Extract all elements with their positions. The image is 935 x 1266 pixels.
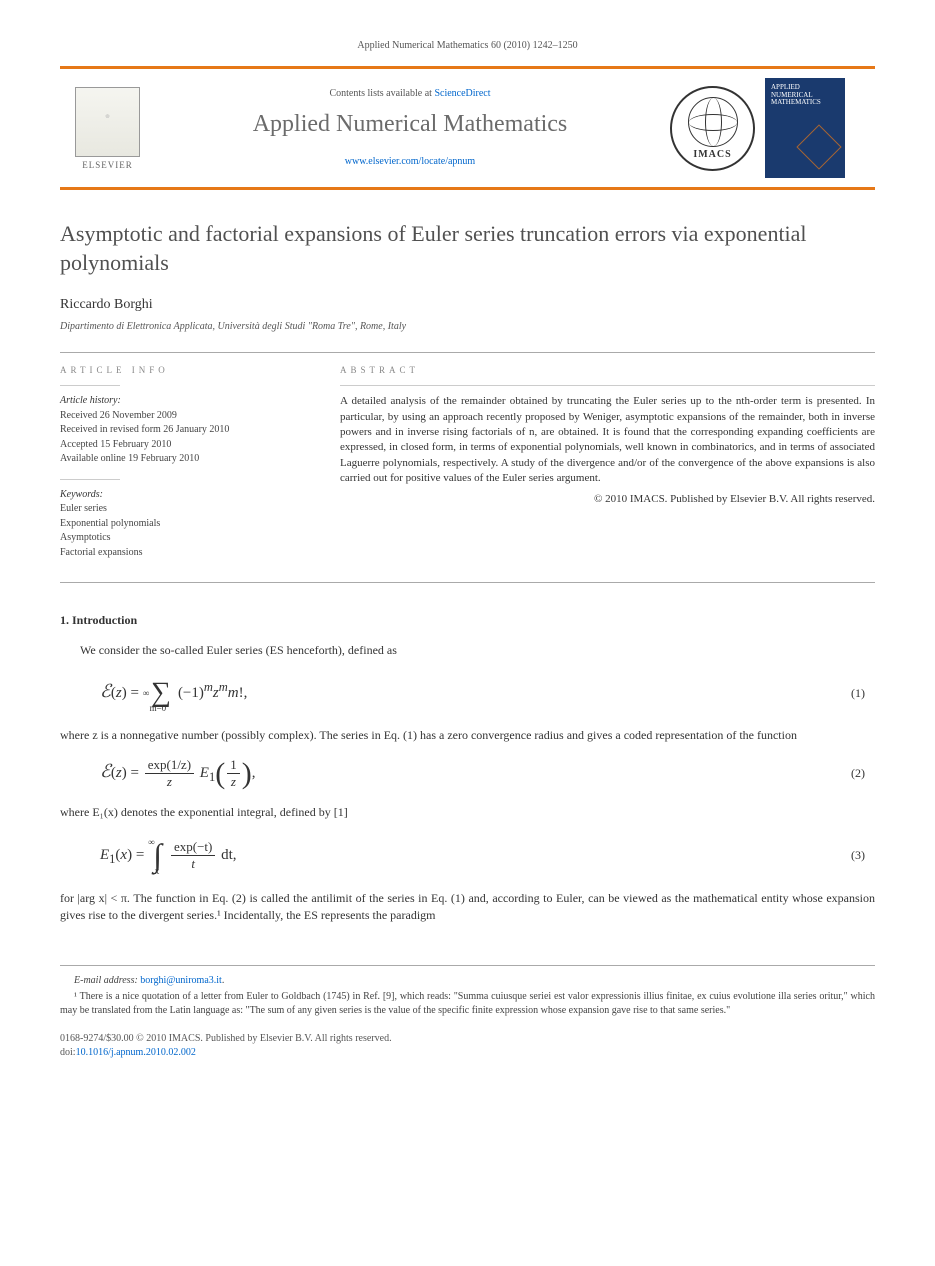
history-item: Received 26 November 2009 <box>60 409 300 424</box>
journal-url-link[interactable]: www.elsevier.com/locate/apnum <box>345 156 475 167</box>
author-name: Riccardo Borghi <box>60 297 875 313</box>
para-3: where E₁(x) denotes the exponential inte… <box>60 804 875 821</box>
eq2-number: (2) <box>851 766 875 781</box>
contents-line: Contents lists available at ScienceDirec… <box>165 88 655 99</box>
email-period: . <box>222 975 225 986</box>
cover-title: APPLIED NUMERICAL MATHEMATICS <box>771 84 839 107</box>
history-heading: Article history: <box>60 394 300 409</box>
eq2-tail: , <box>252 765 256 781</box>
page-root: Applied Numerical Mathematics 60 (2010) … <box>0 0 935 1090</box>
abstract-column: ABSTRACT A detailed analysis of the rema… <box>340 365 875 572</box>
abstract-label: ABSTRACT <box>340 365 875 375</box>
eq1-sum-top: ∞ <box>143 689 149 698</box>
footer-meta: 0168-9274/$30.00 © 2010 IMACS. Published… <box>60 1032 875 1060</box>
para-4: for |arg x| < π. The function in Eq. (2)… <box>60 890 875 925</box>
equation-3: E1(x) = ∞ ∫ x exp(−t)t dt, (3) <box>100 835 875 876</box>
keyword-item: Factorial expansions <box>60 546 300 561</box>
banner-center: Contents lists available at ScienceDirec… <box>155 80 665 176</box>
info-divider <box>60 385 120 386</box>
divider <box>60 352 875 353</box>
info-divider <box>340 385 875 386</box>
eq2-num: exp(1/z) <box>145 758 194 774</box>
history-item: Accepted 15 February 2010 <box>60 438 300 453</box>
abstract-copyright: © 2010 IMACS. Published by Elsevier B.V.… <box>340 493 875 505</box>
footer-copyright: 0168-9274/$30.00 © 2010 IMACS. Published… <box>60 1032 875 1046</box>
article-info-label: ARTICLE INFO <box>60 365 300 375</box>
history-item: Received in revised form 26 January 2010 <box>60 423 300 438</box>
globe-icon <box>688 97 738 147</box>
header-citation: Applied Numerical Mathematics 60 (2010) … <box>60 40 875 51</box>
introduction-section: 1. Introduction We consider the so-calle… <box>60 613 875 925</box>
sciencedirect-link[interactable]: ScienceDirect <box>434 88 490 99</box>
imacs-label: IMACS <box>693 149 731 160</box>
journal-banner: ELSEVIER Contents lists available at Sci… <box>60 66 875 190</box>
para-2: where z is a nonnegative number (possibl… <box>60 727 875 744</box>
keyword-item: Asymptotics <box>60 531 300 546</box>
eq1-number: (1) <box>851 686 875 701</box>
journal-title: Applied Numerical Mathematics <box>165 111 655 138</box>
keywords-heading: Keywords: <box>60 488 300 503</box>
abstract-text: A detailed analysis of the remainder obt… <box>340 394 875 486</box>
keyword-item: Euler series <box>60 502 300 517</box>
doi-label: doi: <box>60 1047 76 1058</box>
history-item: Available online 19 February 2010 <box>60 452 300 467</box>
eq3-tail: dt, <box>221 847 236 863</box>
publisher-name: ELSEVIER <box>82 160 133 170</box>
author-affiliation: Dipartimento di Elettronica Applicata, U… <box>60 321 875 332</box>
section-1-heading: 1. Introduction <box>60 613 875 628</box>
article-info-column: ARTICLE INFO Article history: Received 2… <box>60 365 300 572</box>
eq3-num: exp(−t) <box>171 840 215 856</box>
doi-link[interactable]: 10.1016/j.apnum.2010.02.002 <box>76 1047 196 1058</box>
keyword-item: Exponential polynomials <box>60 517 300 532</box>
article-title: Asymptotic and factorial expansions of E… <box>60 220 875 277</box>
email-label: E-mail address: <box>74 975 140 986</box>
footnote-email: E-mail address: borghi@uniroma3.it. <box>60 974 875 988</box>
para-1: We consider the so-called Euler series (… <box>60 642 875 659</box>
contents-prefix: Contents lists available at <box>329 88 434 99</box>
footnote-1: ¹ There is a nice quotation of a letter … <box>60 990 875 1018</box>
publisher-block: ELSEVIER <box>60 82 155 175</box>
keywords-block: Keywords: Euler series Exponential polyn… <box>60 488 300 561</box>
article-history-block: Article history: Received 26 November 20… <box>60 394 300 467</box>
info-divider <box>60 479 120 480</box>
eq3-number: (3) <box>851 848 875 863</box>
elsevier-tree-icon <box>75 87 140 157</box>
banner-right: IMACS APPLIED NUMERICAL MATHEMATICS <box>665 73 875 183</box>
journal-cover-thumb: APPLIED NUMERICAL MATHEMATICS <box>765 78 845 178</box>
divider <box>60 582 875 583</box>
equation-1: ℰ(z) = ∞ ∑ m=0 (−1)mzmm!, (1) <box>100 674 875 713</box>
imacs-logo: IMACS <box>670 86 755 171</box>
email-link[interactable]: borghi@uniroma3.it <box>140 975 222 986</box>
info-abstract-row: ARTICLE INFO Article history: Received 2… <box>60 365 875 572</box>
equation-2: ℰ(z) = exp(1/z)z E1(1z), (2) <box>100 758 875 790</box>
footnotes: E-mail address: borghi@uniroma3.it. ¹ Th… <box>60 965 875 1018</box>
footer-doi-line: doi:10.1016/j.apnum.2010.02.002 <box>60 1046 875 1060</box>
